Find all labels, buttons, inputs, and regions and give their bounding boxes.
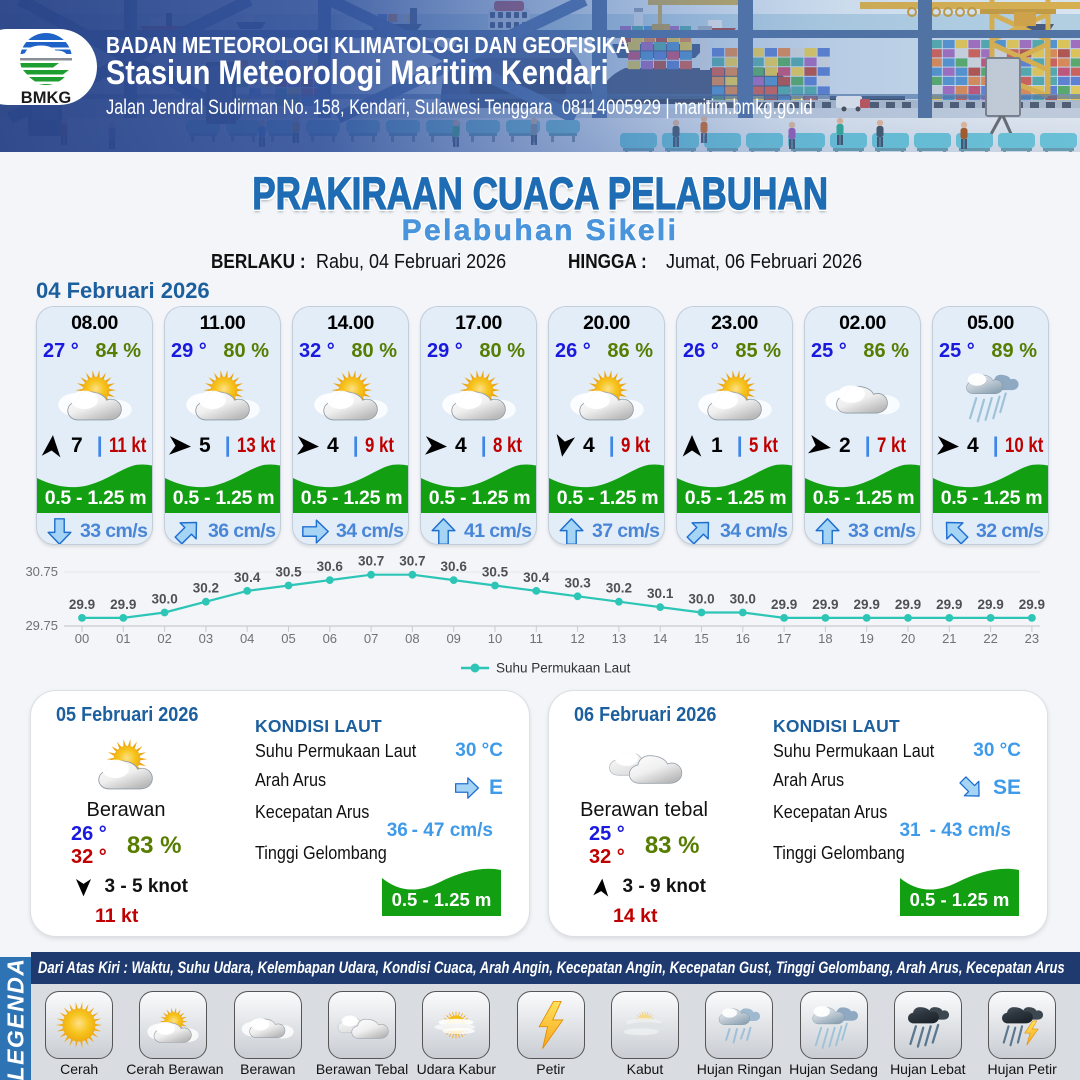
svg-text:30.5: 30.5 (275, 565, 302, 580)
svg-text:29.9: 29.9 (771, 597, 797, 612)
svg-text:07: 07 (364, 631, 378, 646)
svg-text:02: 02 (157, 631, 171, 646)
svg-text:BMKG: BMKG (21, 89, 71, 105)
svg-text:30.7: 30.7 (358, 555, 384, 569)
svg-text:29.9: 29.9 (977, 597, 1003, 612)
svg-text:30.5: 30.5 (482, 565, 509, 580)
svg-text:30.2: 30.2 (193, 581, 219, 596)
svg-text:29.9: 29.9 (854, 597, 880, 612)
svg-text:30.6: 30.6 (317, 559, 344, 574)
svg-text:13: 13 (612, 631, 626, 646)
svg-text:29.9: 29.9 (936, 597, 962, 612)
svg-text:30.4: 30.4 (234, 570, 261, 585)
svg-text:08: 08 (405, 631, 419, 646)
svg-text:23: 23 (1025, 631, 1039, 646)
svg-text:21: 21 (942, 631, 956, 646)
svg-text:11: 11 (530, 631, 544, 646)
svg-text:12: 12 (570, 631, 584, 646)
svg-text:29.75: 29.75 (25, 618, 58, 633)
svg-text:17: 17 (777, 631, 791, 646)
svg-text:19: 19 (859, 631, 873, 646)
svg-text:00: 00 (75, 631, 89, 646)
svg-text:14: 14 (653, 631, 667, 646)
svg-text:30.3: 30.3 (564, 575, 591, 590)
svg-text:04: 04 (240, 631, 254, 646)
svg-text:30.2: 30.2 (606, 581, 632, 596)
svg-text:03: 03 (199, 631, 213, 646)
svg-text:29.9: 29.9 (110, 597, 136, 612)
svg-text:29.9: 29.9 (812, 597, 838, 612)
svg-text:30.6: 30.6 (441, 559, 468, 574)
svg-text:10: 10 (488, 631, 502, 646)
svg-text:16: 16 (736, 631, 750, 646)
svg-text:09: 09 (446, 631, 460, 646)
svg-text:22: 22 (983, 631, 997, 646)
svg-text:01: 01 (116, 631, 130, 646)
svg-text:30.0: 30.0 (688, 592, 714, 607)
svg-text:30.0: 30.0 (151, 592, 177, 607)
svg-text:30.0: 30.0 (730, 592, 756, 607)
svg-text:29.9: 29.9 (895, 597, 921, 612)
svg-text:30.7: 30.7 (399, 555, 425, 569)
svg-text:20: 20 (901, 631, 915, 646)
svg-text:30.1: 30.1 (647, 586, 674, 601)
svg-text:30.4: 30.4 (523, 570, 550, 585)
svg-text:06: 06 (323, 631, 337, 646)
svg-text:30.75: 30.75 (25, 564, 58, 579)
svg-text:15: 15 (694, 631, 708, 646)
svg-text:18: 18 (818, 631, 832, 646)
svg-text:Suhu Permukaan Laut: Suhu Permukaan Laut (496, 661, 631, 676)
svg-text:29.9: 29.9 (69, 597, 95, 612)
svg-text:29.9: 29.9 (1019, 597, 1045, 612)
svg-text:05: 05 (281, 631, 295, 646)
